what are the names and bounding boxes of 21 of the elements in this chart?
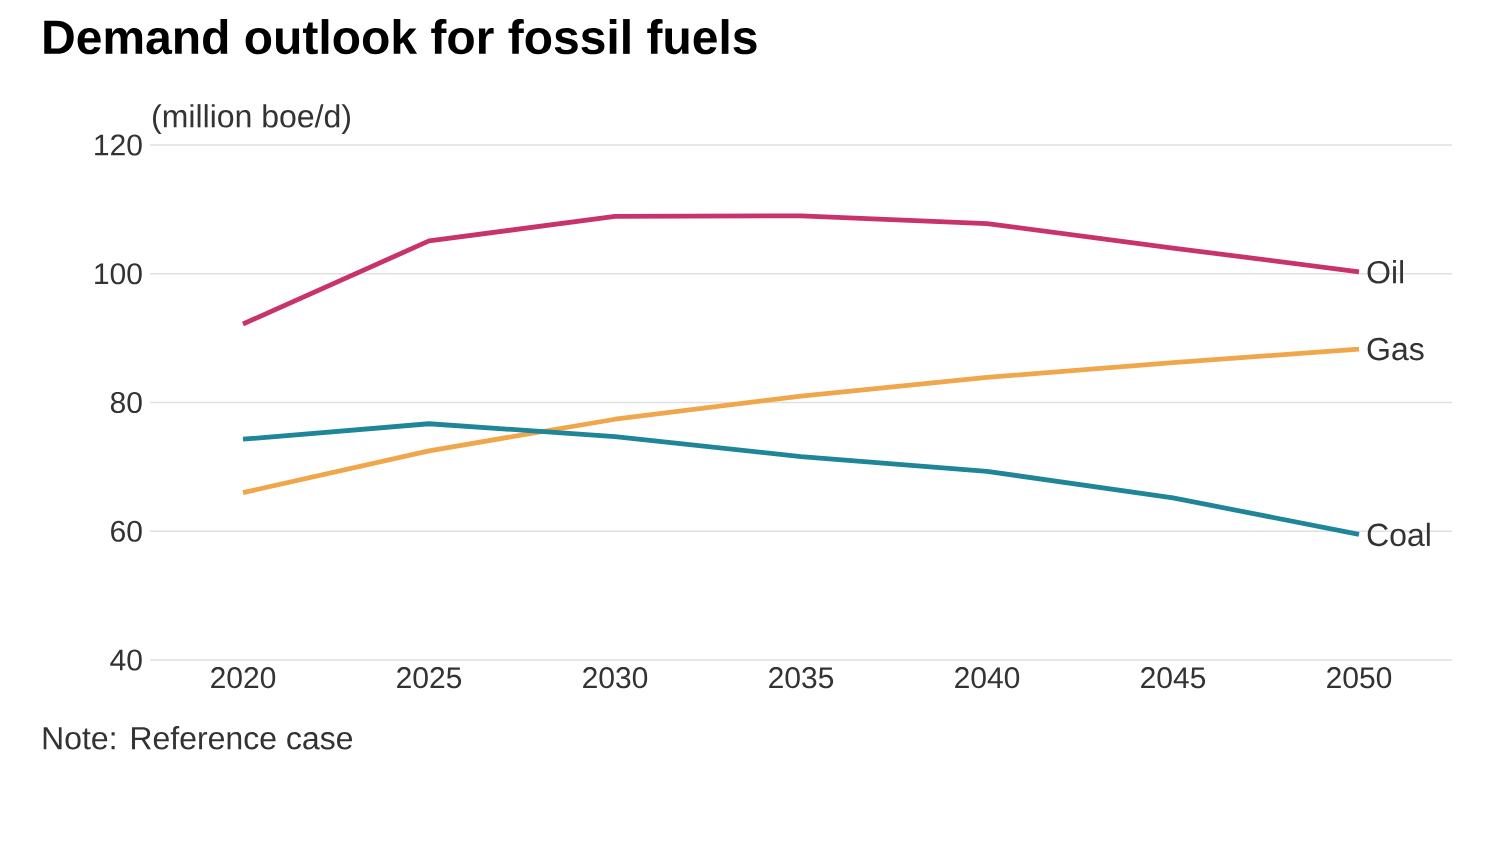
x-tick-label: 2020: [211, 667, 276, 689]
series-label: Gas: [1367, 337, 1424, 361]
line-series: [240, 346, 1362, 496]
x-tick-label: 2035: [769, 667, 834, 689]
series-label: Coal: [1367, 522, 1430, 547]
line-series: [240, 213, 1362, 327]
series-label: Oil: [1367, 260, 1404, 284]
y-tick-label: 60: [111, 520, 142, 542]
line-series: [240, 421, 1362, 537]
x-tick-label: 2040: [955, 667, 1020, 689]
x-tick-label: 2045: [1141, 667, 1206, 689]
y-tick-label: 40: [110, 649, 142, 671]
text: Note: Reference case: [43, 726, 353, 750]
y-tick-label: 100: [95, 263, 142, 285]
y-axis-title: (million boe/d): [153, 104, 350, 134]
y-tick-label: 80: [110, 391, 142, 414]
x-tick-label: 2030: [583, 667, 648, 689]
x-tick-label: 2050: [1327, 667, 1392, 689]
y-tick-label: 120: [95, 134, 142, 156]
chart-title: Demand outlook for fossil fuels: [44, 19, 757, 55]
x-tick-label: 2025: [397, 667, 462, 689]
